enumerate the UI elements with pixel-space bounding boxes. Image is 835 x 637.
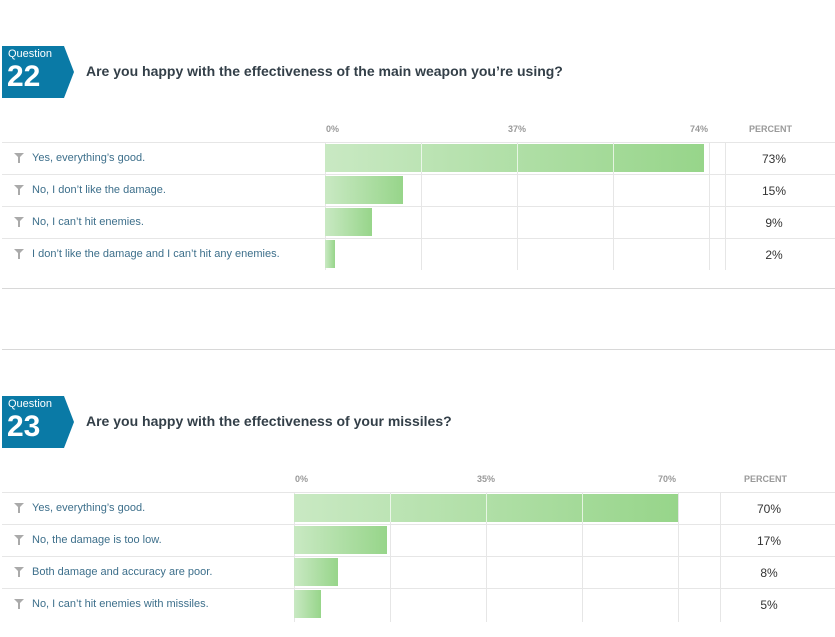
- bar: [294, 494, 678, 522]
- answer-row[interactable]: No, I don’t like the damage. 15%: [2, 174, 835, 207]
- bar: [325, 144, 704, 172]
- answer-label: No, I can’t hit enemies with missiles.: [32, 598, 209, 610]
- filter-icon[interactable]: [14, 503, 24, 513]
- answer-row[interactable]: Yes, everything’s good. 70%: [2, 492, 835, 525]
- question-label: Question: [8, 48, 53, 60]
- axis-tick-label: 35%: [477, 474, 496, 484]
- filter-icon[interactable]: [14, 217, 24, 227]
- axis-tick-label: 70%: [658, 474, 677, 484]
- answer-label: Yes, everything’s good.: [32, 152, 146, 164]
- axis-tick-label: 74%: [690, 124, 709, 134]
- question-number: 23: [7, 410, 41, 443]
- filter-icon[interactable]: [14, 535, 24, 545]
- answer-percent: 9%: [765, 216, 783, 230]
- answer-label: I don’t like the damage and I can’t hit …: [32, 248, 280, 260]
- bar: [325, 240, 335, 268]
- answer-percent: 5%: [760, 598, 778, 612]
- bar-group: [294, 492, 679, 622]
- question-title: Are you happy with the effectiveness of …: [86, 413, 452, 429]
- filter-icon[interactable]: [14, 153, 24, 163]
- question-number: 22: [7, 60, 41, 93]
- answer-percent: 2%: [765, 248, 783, 262]
- answer-label: Both damage and accuracy are poor.: [32, 566, 213, 578]
- question-title: Are you happy with the effectiveness of …: [86, 63, 563, 79]
- percent-column-header: PERCENT: [744, 474, 788, 484]
- answer-row[interactable]: Yes, everything’s good. 73%: [2, 142, 835, 175]
- answer-row[interactable]: I don’t like the damage and I can’t hit …: [2, 238, 835, 271]
- bar-plot: [294, 492, 679, 622]
- bar: [294, 590, 321, 618]
- filter-icon[interactable]: [14, 599, 24, 609]
- answer-percent: 15%: [761, 184, 787, 198]
- answer-percent: 70%: [756, 502, 782, 516]
- answer-percent: 8%: [760, 566, 778, 580]
- question-label: Question: [8, 398, 53, 410]
- answer-row[interactable]: No, I can’t hit enemies with missiles. 5…: [2, 588, 835, 621]
- bar: [325, 176, 403, 204]
- answer-row[interactable]: Both damage and accuracy are poor. 8%: [2, 556, 835, 589]
- answer-percent: 17%: [756, 534, 782, 548]
- answer-percent: 73%: [761, 152, 787, 166]
- section-divider: [2, 349, 835, 350]
- filter-icon[interactable]: [14, 185, 24, 195]
- axis-tick-label: 0%: [295, 474, 309, 484]
- answer-row[interactable]: No, the damage is too low. 17%: [2, 524, 835, 557]
- answer-label: No, I don’t like the damage.: [32, 184, 166, 196]
- axis-tick-label: 0%: [326, 124, 340, 134]
- bar: [294, 526, 387, 554]
- axis-tick-label: 37%: [508, 124, 527, 134]
- question-badge: Question 22: [2, 46, 74, 98]
- percent-column-header: PERCENT: [749, 124, 793, 134]
- filter-icon[interactable]: [14, 567, 24, 577]
- answer-label: No, I can’t hit enemies.: [32, 216, 144, 228]
- filter-icon[interactable]: [14, 249, 24, 259]
- answer-label: Yes, everything’s good.: [32, 502, 146, 514]
- question-badge: Question 23: [2, 396, 74, 448]
- answer-label: No, the damage is too low.: [32, 534, 162, 546]
- answer-row[interactable]: No, I can’t hit enemies. 9%: [2, 206, 835, 239]
- bar: [325, 208, 372, 236]
- bar-group: [325, 142, 710, 270]
- bar: [294, 558, 338, 586]
